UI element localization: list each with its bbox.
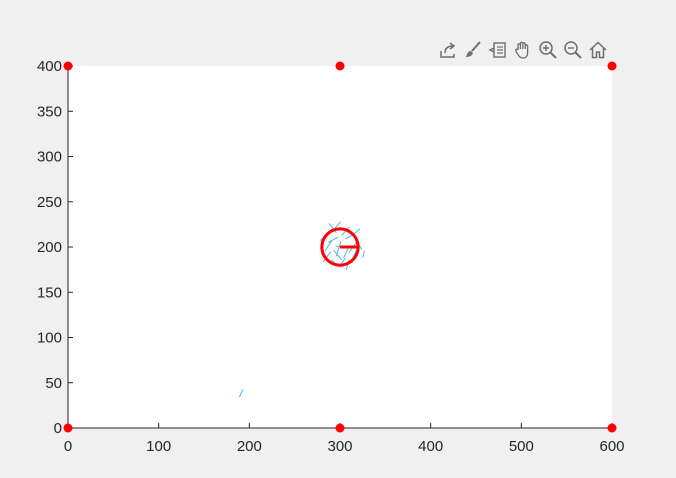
zoom-in-button[interactable] <box>536 38 559 62</box>
y-tick-label: 0 <box>54 420 62 437</box>
home-button[interactable] <box>586 38 609 62</box>
scatter-point <box>607 61 617 71</box>
brush-button[interactable] <box>461 38 484 62</box>
scatter-point <box>335 61 345 71</box>
zoom-out-button[interactable] <box>561 38 584 62</box>
ray-segment <box>353 228 361 235</box>
x-tick-label: 0 <box>64 438 72 455</box>
y-tick-label: 250 <box>37 194 62 211</box>
zoom-out-icon <box>563 41 582 59</box>
ray-segment <box>362 250 365 258</box>
scatter-point <box>63 423 73 433</box>
y-tick-label: 350 <box>37 103 62 120</box>
scatter-point <box>335 423 345 433</box>
export-icon <box>439 42 455 58</box>
ray-segment <box>327 236 339 243</box>
x-tick-label: 200 <box>237 438 262 455</box>
x-tick-label: 500 <box>509 438 534 455</box>
y-tick-label: 50 <box>45 375 62 392</box>
ray-segment <box>333 250 343 261</box>
y-tick-label: 300 <box>37 149 62 166</box>
scatter-point-group <box>63 61 617 433</box>
x-tick-label: 400 <box>418 438 443 455</box>
scatter-point <box>63 61 73 71</box>
pan-icon <box>514 41 528 59</box>
ray-segment <box>238 388 244 398</box>
y-tick-label: 150 <box>37 284 62 301</box>
x-tick-label: 300 <box>327 438 352 455</box>
robot-circle-group <box>320 227 360 267</box>
brush-icon <box>465 41 481 57</box>
ray-segment <box>324 240 333 252</box>
data-tips-button[interactable] <box>486 38 509 62</box>
ray-segment <box>335 241 342 257</box>
home-icon <box>588 41 607 59</box>
ray-segment <box>343 247 349 259</box>
x-tick-label: 100 <box>146 438 171 455</box>
data-tips-icon <box>487 42 506 58</box>
pan-button[interactable] <box>511 38 534 62</box>
x-tick-label: 600 <box>599 438 624 455</box>
scatter-point <box>607 423 617 433</box>
axes-toolbar <box>436 38 609 62</box>
y-tick-label: 100 <box>37 330 62 347</box>
y-tick-label: 400 <box>37 58 62 75</box>
zoom-in-icon <box>538 41 557 59</box>
ray-segment <box>322 251 332 263</box>
x-tick-group: 0 100 200 300 400 500 600 <box>64 423 625 455</box>
y-tick-label: 200 <box>37 239 62 256</box>
export-button[interactable] <box>436 38 459 62</box>
